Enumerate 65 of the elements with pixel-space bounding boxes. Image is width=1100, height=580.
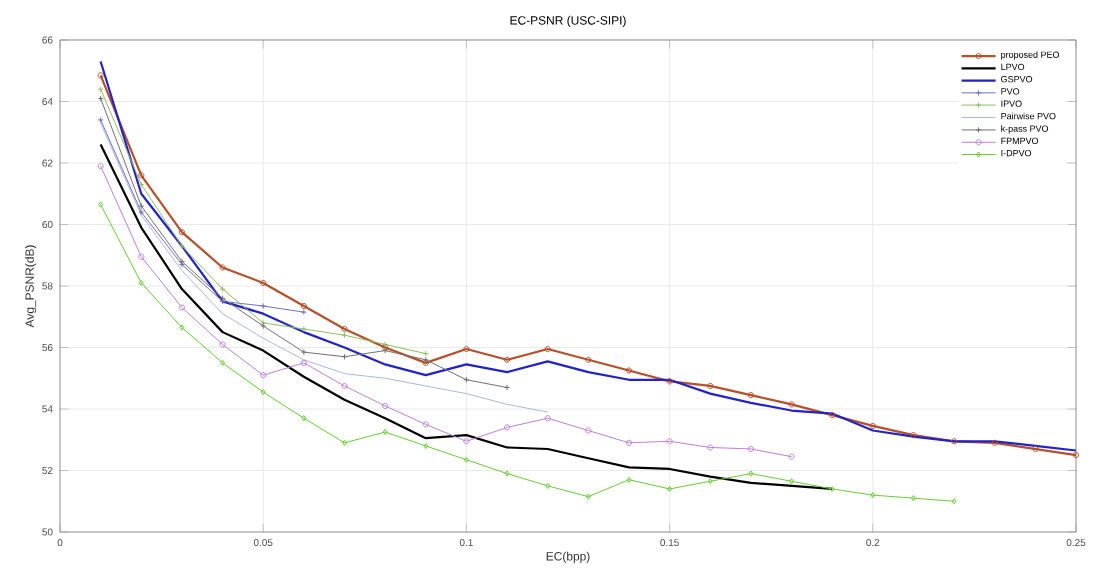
point <box>707 382 714 390</box>
point <box>463 376 470 383</box>
point <box>585 493 591 500</box>
point <box>503 356 511 363</box>
point <box>301 415 307 422</box>
point <box>829 412 836 419</box>
point <box>707 478 713 485</box>
point <box>625 439 633 446</box>
point <box>463 438 470 445</box>
point <box>300 349 307 356</box>
point <box>423 442 429 449</box>
point <box>138 253 145 260</box>
point <box>300 302 307 310</box>
point <box>341 353 348 360</box>
point <box>341 325 348 333</box>
point <box>260 302 267 310</box>
point <box>463 345 470 353</box>
point <box>300 325 307 333</box>
point <box>219 341 226 348</box>
point <box>951 438 958 445</box>
point <box>178 304 186 311</box>
point <box>544 345 551 353</box>
point <box>625 367 633 374</box>
point <box>504 470 510 477</box>
point <box>748 470 754 477</box>
point <box>666 378 673 385</box>
point <box>382 402 389 410</box>
point <box>220 359 226 366</box>
point <box>503 424 511 431</box>
point <box>219 285 226 293</box>
point <box>341 332 348 339</box>
point <box>463 456 469 463</box>
point <box>585 356 592 363</box>
point <box>870 492 876 499</box>
point <box>1032 445 1039 453</box>
point <box>260 388 266 396</box>
point <box>422 421 429 428</box>
point <box>910 432 917 439</box>
point <box>138 202 145 210</box>
point <box>382 428 388 436</box>
point <box>666 438 673 445</box>
point <box>829 485 835 493</box>
point <box>585 427 592 434</box>
point <box>747 392 754 399</box>
point <box>179 324 185 331</box>
point <box>178 242 186 250</box>
point <box>626 476 632 483</box>
point <box>178 229 186 236</box>
point <box>667 485 673 493</box>
point <box>260 372 267 379</box>
point <box>138 209 145 216</box>
point <box>300 359 307 366</box>
point <box>219 264 226 271</box>
point <box>991 439 998 446</box>
point <box>747 445 754 453</box>
point <box>138 279 144 287</box>
point <box>707 444 714 451</box>
point <box>544 415 551 422</box>
point <box>260 279 267 287</box>
point <box>138 181 145 188</box>
point <box>788 401 795 408</box>
point <box>869 422 876 429</box>
point <box>545 482 551 489</box>
point <box>138 172 145 179</box>
point <box>341 382 348 390</box>
